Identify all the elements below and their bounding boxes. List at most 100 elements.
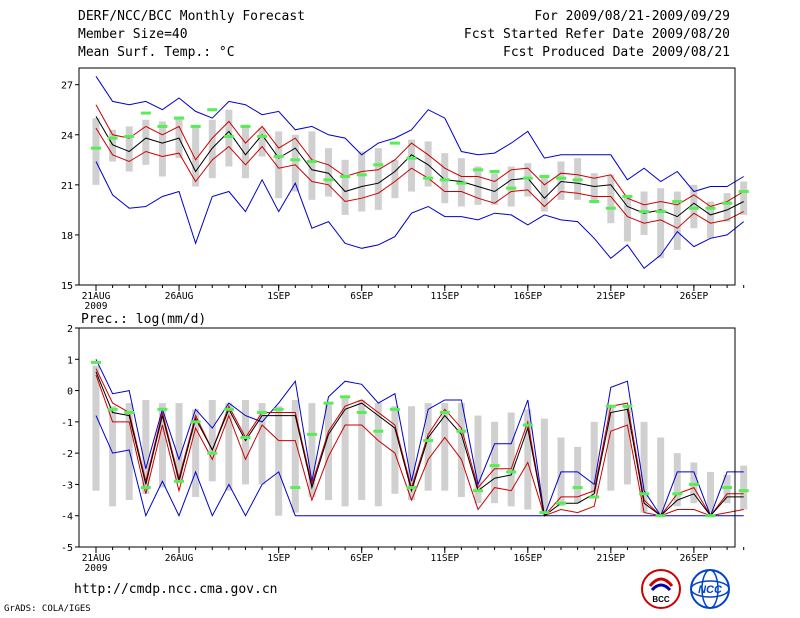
ensemble-marker (622, 404, 633, 408)
ensemble-marker (672, 492, 683, 496)
spread-box (574, 446, 582, 504)
ensemble-marker (472, 489, 483, 493)
spread-box (92, 365, 100, 491)
x-tick-label: 16SEP (513, 553, 542, 564)
ensemble-marker (489, 464, 500, 468)
spread-box (408, 139, 416, 192)
ensemble-marker (389, 141, 400, 145)
ensemble-marker (556, 501, 567, 505)
ensemble-marker (655, 514, 666, 518)
x-tick-label: 21SEP (597, 291, 626, 302)
spread-box (723, 475, 731, 504)
spread-box (690, 462, 698, 504)
ensemble-marker (572, 486, 583, 490)
spread-box (706, 471, 714, 513)
spread-box (657, 437, 665, 516)
spread-box (308, 131, 316, 200)
spread-box (325, 403, 333, 501)
x-tick-label: 26SEP (680, 553, 709, 564)
spread-box (158, 121, 166, 177)
x-tick-label: 6SEP (350, 291, 373, 302)
ensemble-marker (91, 360, 101, 364)
x-tick-label: 26AUG (165, 553, 194, 564)
spread-box (142, 399, 150, 494)
ensemble-marker (107, 407, 118, 411)
x-tick-label: 1SEP (267, 291, 290, 302)
spread-box (125, 126, 133, 172)
spread-box (623, 406, 631, 485)
forecast-produced-date: Fcst Produced Date 2009/08/21 (503, 45, 730, 60)
spread-box (109, 129, 117, 162)
x-tick-label: 1SEP (267, 553, 290, 564)
series-mean-line (95, 371, 744, 517)
spread-box (424, 403, 432, 491)
ensemble-marker (539, 175, 550, 178)
x-tick-label: 16SEP (513, 291, 542, 302)
spread-box (341, 396, 349, 507)
ensemble-marker (107, 136, 118, 140)
y-tick-label: 24 (61, 131, 73, 142)
ensemble-marker (738, 190, 749, 194)
spread-box (623, 194, 631, 242)
spread-box (142, 119, 150, 165)
spread-box (325, 148, 333, 197)
ensemble-marker (273, 407, 284, 411)
ensemble-marker (722, 201, 733, 205)
plot-frame (78, 327, 736, 548)
ensemble-marker (705, 514, 716, 518)
spread-box (491, 421, 499, 504)
spread-box (540, 174, 548, 212)
y-tick-label: -3 (61, 480, 73, 491)
spread-box (491, 173, 499, 205)
spread-box (690, 184, 698, 229)
spread-box (258, 128, 266, 157)
spread-box (391, 406, 399, 494)
footer-url[interactable]: http://cmdp.ncc.cma.gov.cn (74, 582, 278, 597)
spread-box (175, 116, 183, 159)
ensemble-marker (290, 486, 301, 490)
spread-box (590, 173, 598, 204)
ensemble-marker (439, 410, 450, 414)
ensemble-marker (124, 410, 135, 414)
spread-box (258, 403, 266, 485)
spread-box (657, 188, 665, 259)
ensemble-marker (340, 395, 351, 399)
spread-box (607, 406, 615, 491)
ensemble-marker (622, 195, 633, 199)
spread-box (291, 134, 299, 192)
y-tick-label: -4 (61, 512, 73, 523)
ensemble-marker (639, 492, 650, 496)
forecast-period: For 2009/08/21-2009/09/29 (534, 9, 730, 24)
spread-box (241, 399, 249, 485)
variable-label: Mean Surf. Temp.: °C (78, 45, 235, 60)
ensemble-marker (323, 401, 334, 405)
ensemble-marker (439, 178, 450, 182)
x-tick-label: 6SEP (350, 553, 373, 564)
ensemble-marker (738, 489, 749, 493)
ensemble-marker (373, 163, 384, 167)
ensemble-marker (423, 176, 434, 180)
spread-box (341, 159, 349, 215)
ensemble-marker (306, 159, 317, 163)
spread-box (524, 163, 532, 197)
series-min-line (95, 415, 744, 518)
spread-box (192, 126, 200, 187)
spread-box (557, 161, 565, 200)
spread-box (507, 166, 515, 207)
ensemble-marker (91, 146, 101, 150)
spread-box (740, 465, 748, 510)
ensemble-marker (406, 486, 417, 490)
spread-box (241, 124, 249, 179)
spread-box (158, 403, 166, 488)
spread-box (308, 403, 316, 497)
x-tick-label: 11SEP (430, 291, 459, 302)
series-mean-line (95, 116, 744, 218)
x-tick-label: 21SEP (597, 553, 626, 564)
ensemble-marker (240, 124, 251, 128)
spread-box (225, 403, 233, 491)
y-tick-label: 1 (67, 355, 73, 366)
y-tick-label: 27 (61, 81, 73, 92)
spread-box (441, 403, 449, 491)
ensemble-marker (174, 479, 185, 483)
ensemble-marker (672, 200, 683, 204)
